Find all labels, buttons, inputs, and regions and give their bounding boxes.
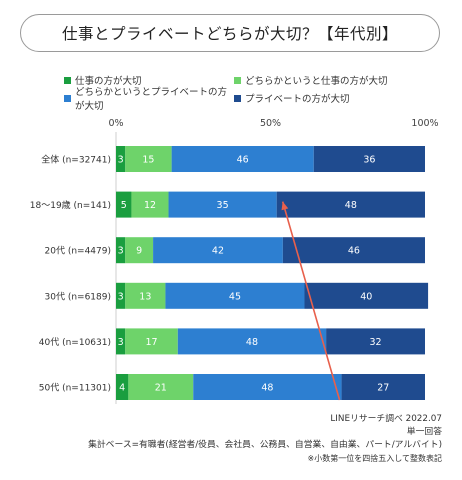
- legend-swatch: [64, 94, 71, 102]
- annotation-arrow-line: [281, 201, 341, 401]
- legend-label: どちらかというと仕事の方が大切: [245, 76, 388, 87]
- data-label: 46: [348, 246, 360, 257]
- data-label: 48: [246, 337, 258, 348]
- legend-swatch: [234, 76, 241, 84]
- rounding-note: ※小数第一位を四捨五入して整数表記: [307, 454, 442, 463]
- category-label: 50代 (n=11301): [39, 383, 111, 394]
- bar-segment: [131, 191, 169, 218]
- category-label: 40代 (n=10631): [39, 337, 111, 348]
- bar-segment: [116, 282, 126, 309]
- legend: 仕事の方が大切 どちらかというと仕事の方が大切 どちらかというとプライベートの方…: [64, 72, 454, 112]
- bar-segment: [116, 191, 132, 218]
- bar-segment: [125, 237, 154, 264]
- x-tick-label: 50%: [260, 118, 281, 129]
- data-label: 45: [229, 291, 241, 302]
- data-label: 46: [237, 155, 249, 166]
- stacked-bar-chart: 0% 50% 100% 全体 (n=32741) 3 15 46 36 18〜19歳 (n=14…: [30, 118, 439, 404]
- bar-segment: [276, 191, 425, 218]
- bar-segment: [341, 374, 425, 400]
- data-label: 32: [370, 337, 382, 348]
- data-label: 35: [217, 200, 229, 211]
- bar-segment: [193, 374, 342, 400]
- chart-title: 仕事とプライベートどちらが大切？【年代別】: [20, 14, 440, 52]
- legend-item: どちらかというと仕事の方が大切: [234, 73, 388, 87]
- bar-segment: [171, 146, 314, 172]
- legend-swatch: [64, 76, 71, 84]
- category-label: 20代 (n=4479): [45, 246, 112, 257]
- bar-segment: [304, 282, 429, 309]
- data-label: 48: [261, 383, 273, 394]
- data-label: 36: [363, 155, 375, 166]
- bar-segment: [116, 328, 126, 355]
- bar-segment: [177, 328, 327, 355]
- data-label: 42: [212, 246, 224, 257]
- data-label: 40: [360, 291, 372, 302]
- legend-label: どちらかというとプライベートの方が大切: [75, 87, 228, 112]
- bar-segment: [326, 328, 425, 355]
- bar-segment: [116, 237, 126, 264]
- data-label: 4: [119, 383, 125, 394]
- legend-label: プライベートの方が大切: [245, 94, 350, 105]
- data-label: 15: [142, 155, 154, 166]
- data-label: 12: [144, 200, 156, 211]
- data-label: 17: [145, 337, 157, 348]
- data-label: 27: [377, 383, 389, 394]
- data-label: 3: [118, 337, 124, 348]
- source-text: LINEリサーチ調べ 2022.07: [330, 414, 442, 424]
- footer: LINEリサーチ調べ 2022.07 単一回答 集計ベース=有職者(経営者/役員…: [88, 413, 442, 465]
- data-label: 3: [118, 246, 124, 257]
- legend-item: どちらかというとプライベートの方が大切: [64, 84, 234, 112]
- x-tick-label: 100%: [411, 118, 438, 129]
- bar-segment: [125, 282, 166, 309]
- data-label: 3: [118, 291, 124, 302]
- bar-segment: [125, 328, 178, 355]
- category-label: 全体 (n=32741): [41, 154, 111, 166]
- legend-label: 仕事の方が大切: [75, 76, 142, 87]
- data-label: 13: [139, 291, 151, 302]
- annotation-arrow-head: [281, 201, 289, 211]
- bar-segment: [125, 146, 172, 172]
- legend-item: プライベートの方が大切: [234, 91, 350, 105]
- data-label: 9: [136, 246, 142, 257]
- bar-segment: [165, 282, 305, 309]
- base-text: 集計ベース=有職者(経営者/役員、会社員、公務員、自営業、自由業、パート/アルバ…: [88, 440, 442, 450]
- bar-segment: [116, 374, 129, 400]
- category-label: 18〜19歳 (n=141): [30, 199, 111, 211]
- bar-segment: [313, 146, 425, 172]
- bar-segment: [128, 374, 194, 400]
- bar-segment: [116, 146, 126, 172]
- category-label: 30代 (n=6189): [45, 291, 112, 302]
- answer-type-text: 単一回答: [406, 427, 442, 437]
- bar-segment: [282, 237, 425, 264]
- data-label: 48: [345, 200, 357, 211]
- legend-item: 仕事の方が大切: [64, 73, 234, 87]
- bar-segment: [153, 237, 283, 264]
- x-tick-label: 0%: [108, 118, 123, 129]
- bar-segment: [168, 191, 277, 218]
- legend-swatch: [234, 94, 241, 102]
- data-label: 21: [155, 383, 167, 394]
- data-label: 3: [118, 155, 124, 166]
- data-label: 5: [121, 200, 127, 211]
